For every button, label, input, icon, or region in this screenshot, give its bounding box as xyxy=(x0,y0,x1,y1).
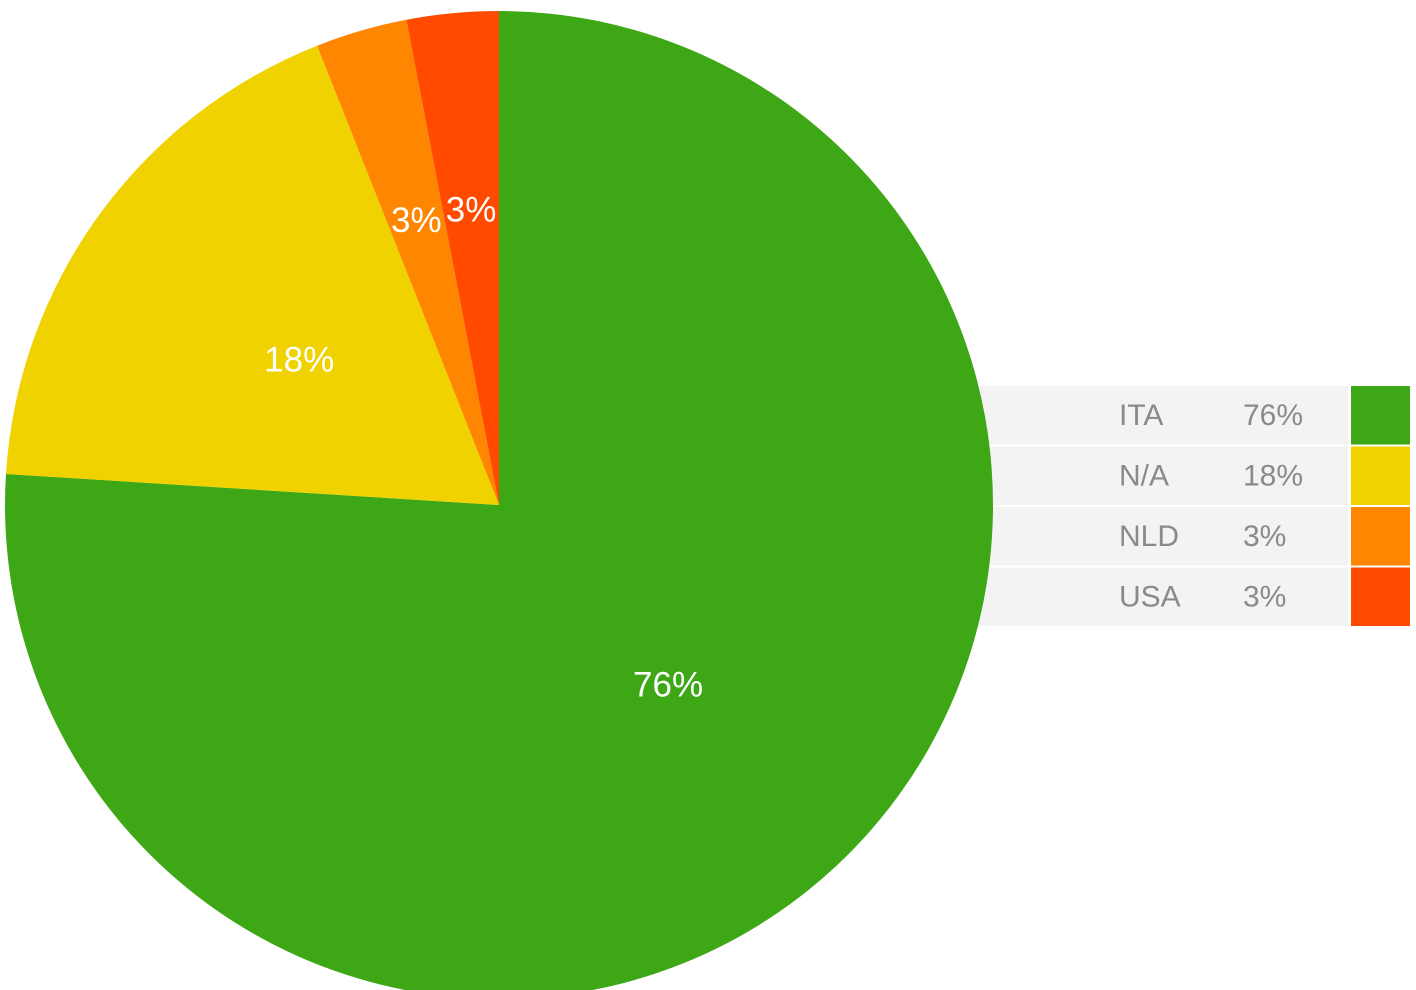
pie-slice-n-a xyxy=(5,45,500,505)
legend-label-n-a: N/A xyxy=(1119,459,1169,492)
legend-background xyxy=(960,386,1348,626)
slice-label-ita: 76% xyxy=(633,666,703,705)
legend-label-ita: ITA xyxy=(1119,399,1163,432)
pie-slices xyxy=(5,11,993,990)
legend-value-nld: 3% xyxy=(1243,520,1286,553)
slice-label-n-a: 18% xyxy=(264,340,334,379)
legend-swatch-usa xyxy=(1351,567,1410,626)
legend-value-ita: 76% xyxy=(1243,399,1303,432)
legend-row-bg-n-a xyxy=(960,446,1348,505)
slice-label-usa: 3% xyxy=(446,190,497,229)
legend-row-bg-ita xyxy=(960,386,1348,445)
pie-slice-nld xyxy=(317,19,499,506)
pie-slice-labels: 76% 18% 3% 3% xyxy=(264,190,703,704)
slice-label-nld: 3% xyxy=(391,201,442,240)
legend-label-usa: USA xyxy=(1119,580,1181,613)
legend-row-bg-nld xyxy=(960,507,1348,566)
legend-swatch-ita xyxy=(1351,386,1410,445)
pie-slice-usa xyxy=(406,11,499,505)
legend-label-nld: NLD xyxy=(1119,520,1179,553)
legend-value-n-a: 18% xyxy=(1243,459,1303,492)
legend-value-usa: 3% xyxy=(1243,580,1286,613)
legend-swatch-nld xyxy=(1351,507,1410,566)
legend-row-bg-usa xyxy=(960,567,1348,626)
legend-swatch-n-a xyxy=(1351,446,1410,505)
pie-slice-ita xyxy=(5,11,993,990)
legend: ITA 76% N/A 18% NLD 3% USA 3% xyxy=(1119,386,1410,626)
